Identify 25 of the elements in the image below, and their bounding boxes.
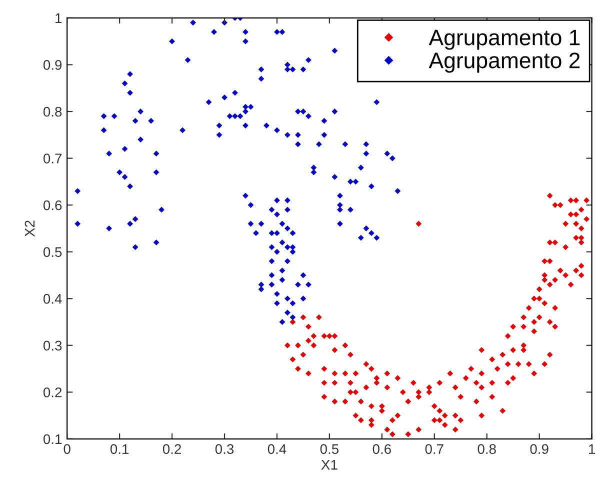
y-tick-label: 0.7 (43, 154, 62, 164)
y-axis-title: X2 (24, 220, 34, 237)
legend-label: Agrupamento 1 (428, 30, 580, 50)
y-tick-label: 0.9 (43, 60, 62, 70)
x-tick-label: 0.5 (320, 444, 339, 454)
y-tick-label: 0.4 (43, 294, 62, 304)
y-tick-label: 0.6 (43, 200, 62, 210)
x-tick-label: 0.7 (425, 444, 444, 454)
y-tick-label: 0.5 (43, 247, 62, 257)
x-tick-label: 0.4 (268, 444, 286, 454)
x-tick-label: 0.2 (162, 444, 181, 454)
x-tick-label: 1 (589, 444, 595, 454)
y-tick-label: 0.3 (43, 340, 62, 351)
x-axis-title: X1 (321, 460, 338, 470)
x-tick-label: 0.8 (478, 444, 496, 454)
x-tick-label: 0.6 (372, 444, 391, 454)
legend-label: Agrupamento 2 (428, 52, 580, 73)
x-tick-label: 0 (64, 444, 70, 454)
x-tick-label: 0.3 (215, 444, 234, 454)
y-tick-label: 0.2 (43, 387, 62, 398)
x-tick-label: 0.1 (110, 444, 129, 454)
x-tick-label: 0.9 (530, 444, 548, 454)
y-tick-label: 1 (56, 13, 62, 23)
y-tick-label: 0.8 (43, 106, 62, 117)
y-tick-label: 0.1 (43, 434, 62, 444)
